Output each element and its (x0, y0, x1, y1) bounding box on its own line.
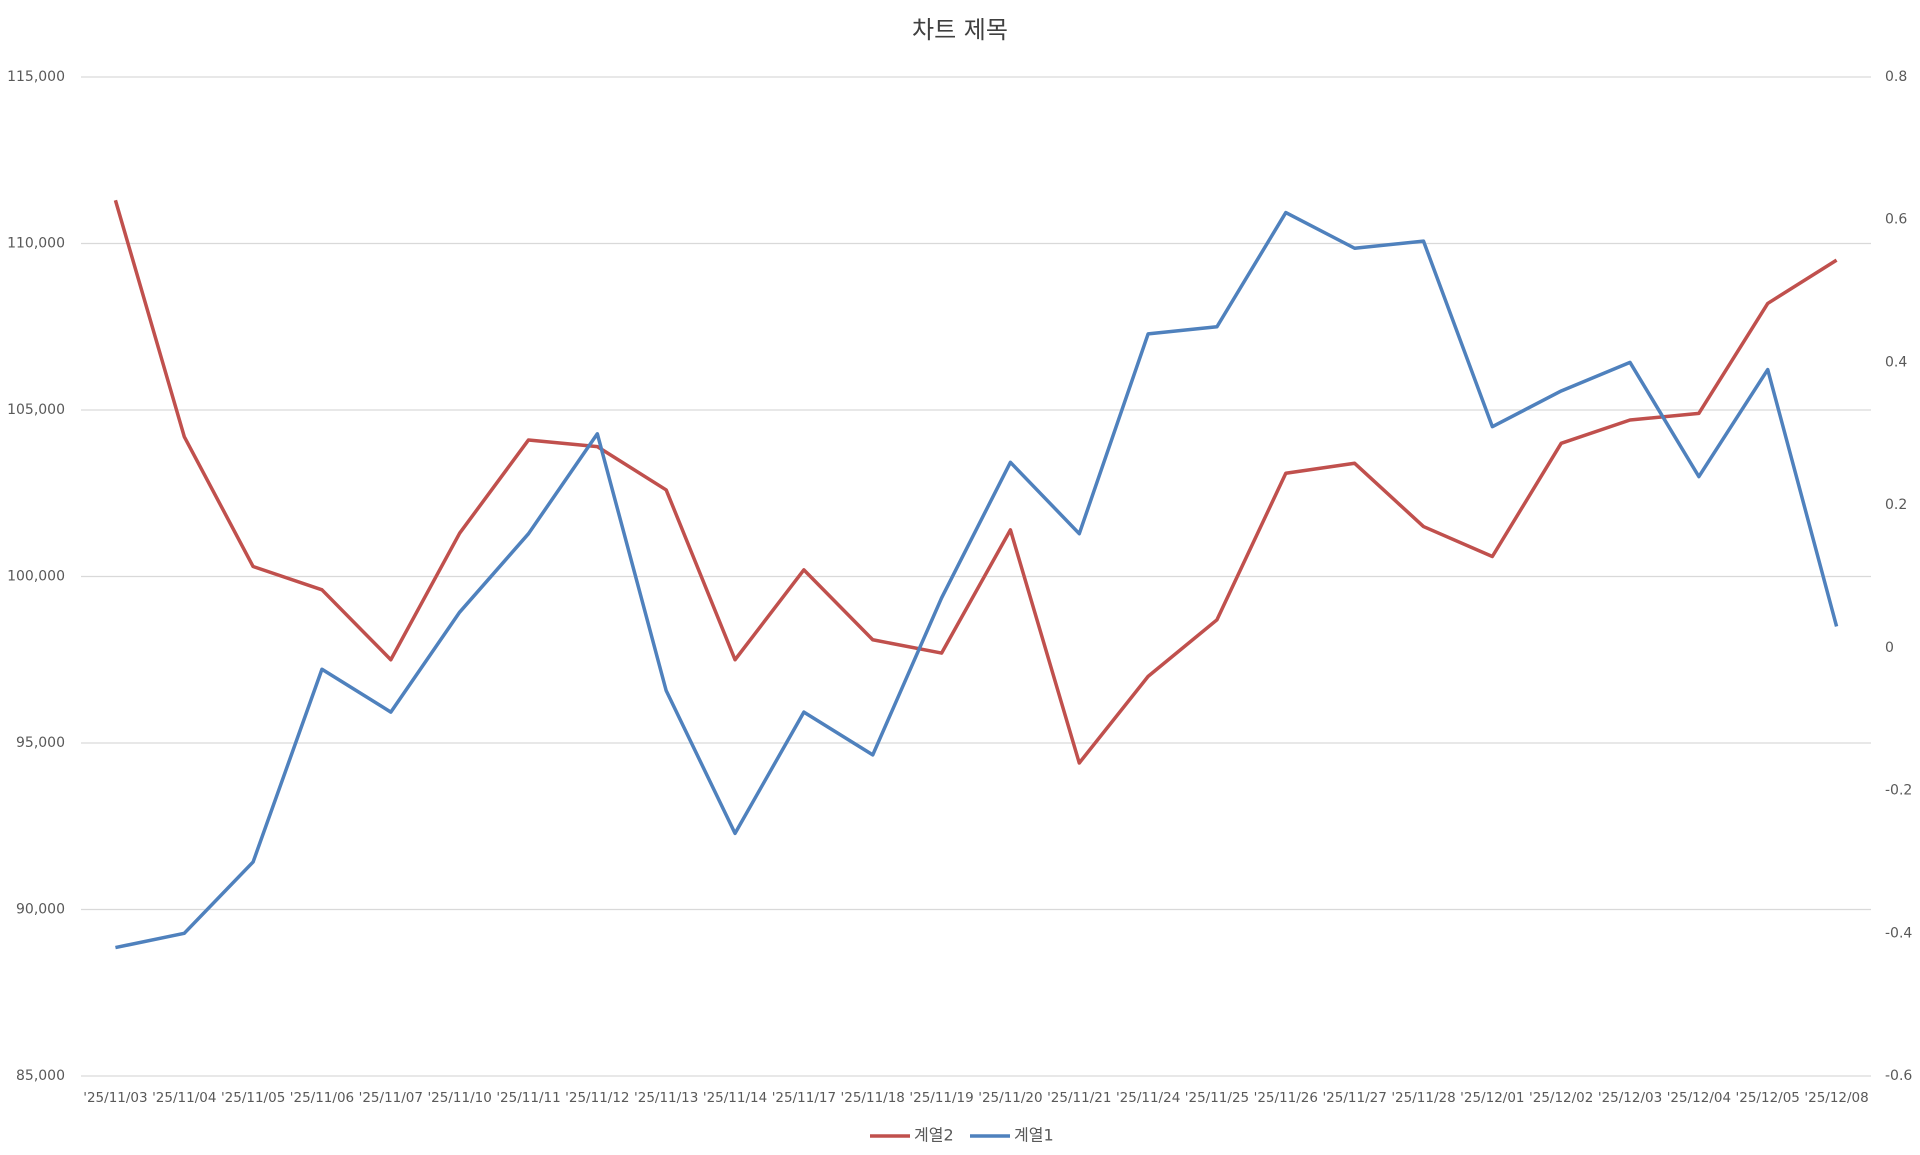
x-tick-label: '25/11/18 (841, 1090, 905, 1106)
y2-tick-label: 0 (1885, 640, 1894, 656)
x-tick-label: '25/12/04 (1667, 1090, 1731, 1106)
y-tick-label: 95,000 (16, 735, 65, 751)
chart-title: 차트 제목 (912, 16, 1008, 44)
x-tick-label: '25/11/19 (909, 1090, 973, 1106)
x-tick-label: '25/11/04 (152, 1090, 216, 1106)
x-tick-label: '25/12/01 (1460, 1090, 1524, 1106)
x-tick-label: '25/11/20 (978, 1090, 1042, 1106)
x-tick-label: '25/11/05 (221, 1090, 285, 1106)
x-tick-label: '25/11/12 (565, 1090, 629, 1106)
y2-tick-label: 0.6 (1885, 212, 1907, 228)
x-tick-label: '25/11/11 (496, 1090, 560, 1106)
series-line (115, 210, 1839, 950)
x-tick-label: '25/11/10 (427, 1090, 491, 1106)
y2-tick-label: -0.2 (1885, 783, 1912, 799)
x-tick-label: '25/11/24 (1116, 1090, 1180, 1106)
x-tick-label: '25/11/07 (359, 1090, 423, 1106)
y-tick-label: 115,000 (7, 69, 65, 85)
x-tick-label: '25/11/26 (1254, 1090, 1318, 1106)
x-tick-label: '25/12/05 (1736, 1090, 1800, 1106)
x-tick-label: '25/12/03 (1598, 1090, 1662, 1106)
x-tick-label: '25/11/13 (634, 1090, 698, 1106)
x-tick-label: '25/11/27 (1322, 1090, 1386, 1106)
x-tick-label: '25/11/06 (290, 1090, 354, 1106)
x-tick-label: '25/11/17 (772, 1090, 836, 1106)
y2-tick-label: -0.4 (1885, 925, 1912, 941)
y-tick-label: 105,000 (7, 402, 65, 418)
x-tick-label: '25/12/02 (1529, 1090, 1593, 1106)
y2-tick-label: 0.8 (1885, 69, 1907, 85)
legend-label: 계열1 (1014, 1126, 1054, 1145)
series-line (113, 199, 1838, 765)
y2-tick-label: 0.2 (1885, 497, 1907, 513)
x-tick-label: '25/11/14 (703, 1090, 767, 1106)
x-tick-label: '25/11/03 (83, 1090, 147, 1106)
y2-tick-label: -0.6 (1885, 1068, 1912, 1084)
legend-label: 계열2 (914, 1126, 954, 1145)
x-tick-label: '25/12/08 (1804, 1090, 1868, 1106)
y-tick-label: 110,000 (7, 236, 65, 252)
y-tick-label: 85,000 (16, 1068, 65, 1084)
y2-tick-label: 0.4 (1885, 354, 1907, 370)
y-tick-label: 100,000 (7, 569, 65, 585)
x-tick-label: '25/11/28 (1391, 1090, 1455, 1106)
x-tick-label: '25/11/21 (1047, 1090, 1111, 1106)
y-tick-label: 90,000 (16, 902, 65, 918)
x-tick-label: '25/11/25 (1185, 1090, 1249, 1106)
